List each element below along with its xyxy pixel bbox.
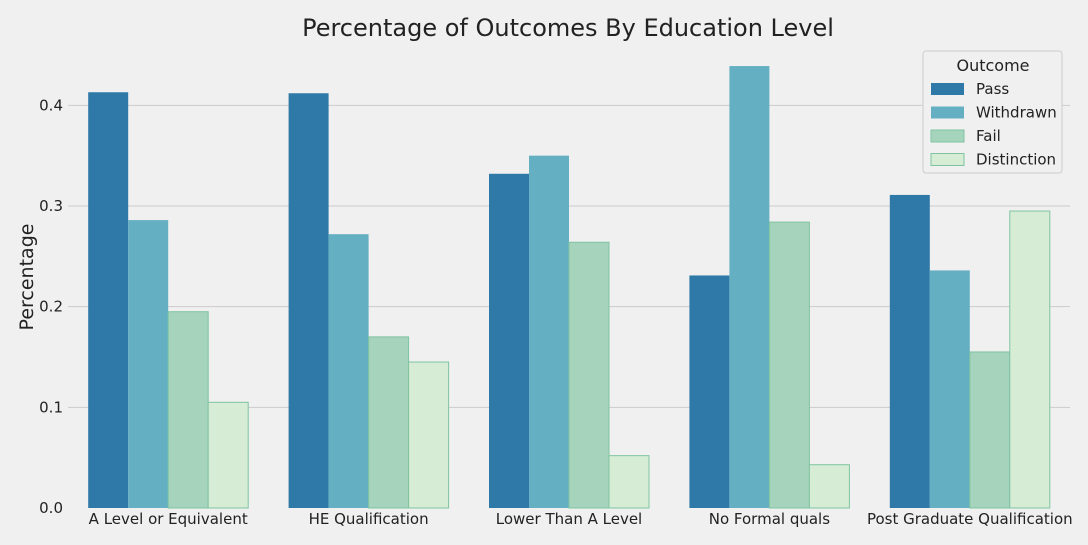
y-tick-label: 0.1 [39, 398, 63, 416]
bar-fail-3 [768, 221, 810, 509]
x-tick-label: No Formal quals [709, 510, 830, 528]
y-tick-label: 0.3 [39, 197, 63, 215]
legend-swatch-pass [931, 83, 964, 95]
bar-distinction-3 [808, 464, 850, 509]
y-axis-label: Percentage [16, 224, 38, 331]
bar-pass-0 [88, 92, 129, 508]
bar-pass-2 [489, 173, 529, 508]
legend-label-distinction: Distinction [976, 151, 1056, 169]
chart-title: Percentage of Outcomes By Education Leve… [302, 14, 834, 42]
bar-withdrawn-3 [729, 66, 770, 508]
bar-fail-4 [969, 351, 1011, 509]
bar-fail-2 [568, 241, 610, 509]
legend-label-withdrawn: Withdrawn [976, 104, 1057, 122]
x-tick-label: Lower Than A Level [496, 510, 642, 528]
bars [88, 66, 1051, 509]
bar-distinction-1 [408, 361, 450, 509]
bar-pass-1 [288, 93, 329, 509]
y-axis: 0.0 0.1 0.2 0.3 0.4 [39, 96, 63, 517]
bar-pass-3 [689, 275, 730, 508]
bar-distinction-0 [207, 401, 249, 509]
bar-distinction-2 [608, 455, 650, 509]
y-tick-label: 0.2 [39, 298, 63, 316]
legend-label-pass: Pass [976, 80, 1009, 98]
y-tick-label: 0.0 [39, 499, 63, 517]
bar-pass-4 [889, 194, 930, 508]
x-tick-label: HE Qualification [309, 510, 429, 528]
x-tick-label: A Level or Equivalent [89, 510, 248, 528]
legend-swatch-distinction [930, 153, 965, 166]
legend: Outcome Pass Withdrawn Fail Distinction [922, 50, 1063, 174]
bar-fail-1 [368, 336, 410, 509]
legend-title: Outcome [956, 56, 1029, 75]
x-axis: A Level or Equivalent HE Qualification Low… [89, 510, 1073, 528]
bar-distinction-4 [1009, 210, 1051, 509]
bar-withdrawn-2 [529, 155, 569, 508]
legend-label-fail: Fail [976, 127, 1001, 145]
bar-fail-0 [167, 311, 209, 509]
bar-withdrawn-0 [128, 220, 169, 509]
x-tick-label: Post Graduate Qualification [867, 510, 1073, 528]
legend-swatch-fail [930, 129, 965, 143]
bar-withdrawn-1 [328, 234, 369, 509]
y-tick-label: 0.4 [39, 96, 63, 114]
legend-swatch-withdrawn [931, 106, 964, 119]
bar-withdrawn-4 [929, 270, 970, 508]
